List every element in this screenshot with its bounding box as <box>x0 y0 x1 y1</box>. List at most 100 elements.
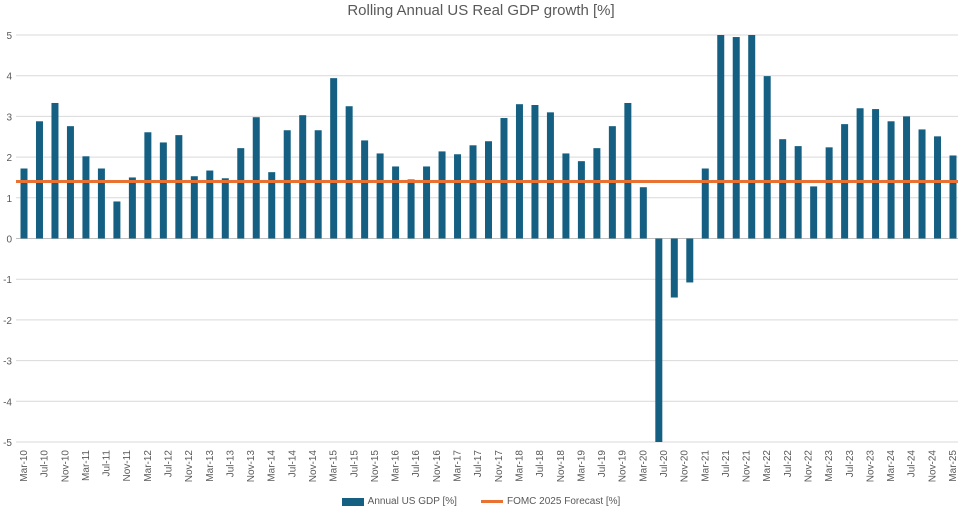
x-tick-label: Mar-18 <box>514 450 525 482</box>
bar <box>221 178 229 239</box>
x-tick-label: Nov-13 <box>246 450 257 483</box>
bar <box>825 147 833 239</box>
bar <box>546 112 554 239</box>
bar <box>624 102 632 239</box>
x-tick-label: Jul-14 <box>287 450 298 478</box>
y-tick-label: -5 <box>3 438 12 449</box>
bar <box>283 130 291 239</box>
chart-title: Rolling Annual US Real GDP growth [%] <box>347 2 615 19</box>
x-tick-label: Nov-12 <box>184 450 195 483</box>
x-tick-label: Nov-21 <box>742 450 753 483</box>
bar <box>407 179 415 239</box>
x-tick-label: Jul-15 <box>349 450 360 478</box>
legend-label-forecast: FOMC 2025 Forecast [%] <box>506 496 621 507</box>
legend-item-forecast: FOMC 2025 Forecast [%] <box>480 496 621 507</box>
bar <box>670 238 678 298</box>
bar <box>113 201 121 239</box>
legend-label-gdp: Annual US GDP [%] <box>367 496 457 507</box>
bar <box>454 154 462 239</box>
bar <box>949 155 957 239</box>
legend-item-gdp: Annual US GDP [%] <box>341 496 457 507</box>
bar <box>392 166 400 239</box>
y-tick-label: -2 <box>3 316 12 327</box>
bar <box>345 106 353 239</box>
bar <box>438 151 446 239</box>
x-tick-label: Jul-10 <box>40 450 51 478</box>
bar <box>515 104 523 239</box>
x-tick-label: Jul-22 <box>783 450 794 478</box>
bar <box>872 109 880 239</box>
x-tick-label: Mar-17 <box>453 450 464 482</box>
x-tick-label: Nov-23 <box>865 450 876 483</box>
bar <box>485 141 492 239</box>
bar <box>686 238 694 283</box>
y-tick-label: -1 <box>3 275 12 286</box>
y-tick-label: -3 <box>3 357 12 368</box>
y-tick-label: 5 <box>6 31 12 42</box>
x-tick-label: Mar-24 <box>886 450 897 482</box>
bar <box>887 121 895 239</box>
x-tick-label: Mar-21 <box>700 450 711 482</box>
bar <box>299 115 307 239</box>
x-tick-label: Mar-20 <box>638 450 649 482</box>
y-tick-label: 3 <box>6 112 12 123</box>
x-tick-label: Nov-20 <box>680 450 691 483</box>
bar <box>732 37 740 239</box>
bar <box>562 153 570 239</box>
x-tick-label: Mar-13 <box>205 450 216 482</box>
bar <box>268 172 276 239</box>
x-tick-label: Jul-24 <box>907 450 918 478</box>
bar <box>903 116 911 239</box>
x-tick-label: Nov-11 <box>122 450 133 482</box>
x-tick-label: Nov-19 <box>618 450 629 483</box>
y-tick-label: 4 <box>6 72 12 83</box>
bar <box>190 176 198 239</box>
bar <box>314 130 322 239</box>
x-tick-label: Mar-23 <box>824 450 835 482</box>
bar <box>51 102 59 239</box>
chart-plot: -5 -4 -3 -2 -1 0 1 2 3 4 5 Mar-10 Jul-10 Nov-10 Mar-11… <box>3 31 959 483</box>
bar <box>35 121 43 239</box>
bar <box>810 186 818 239</box>
x-tick-label: Nov-16 <box>432 450 443 483</box>
x-tick-label: Mar-19 <box>576 450 587 482</box>
bar <box>206 170 214 239</box>
x-tick-label: Nov-15 <box>370 450 381 483</box>
bar <box>748 35 756 239</box>
bar <box>639 187 647 239</box>
bar <box>376 153 384 239</box>
bar <box>128 177 136 239</box>
y-tick-label: 0 <box>6 235 12 246</box>
x-tick-label: Jul-12 <box>164 450 175 478</box>
x-tick-label: Mar-10 <box>19 450 30 482</box>
legend-swatch-line <box>480 500 503 503</box>
x-tick-label: Mar-14 <box>267 450 278 482</box>
bar <box>577 161 585 239</box>
bar <box>531 105 539 239</box>
bar <box>361 140 369 239</box>
legend-swatch-bar <box>341 497 364 506</box>
bar <box>794 146 802 239</box>
y-tick-label: 1 <box>6 194 12 205</box>
bar <box>330 78 338 239</box>
x-tick-label: Jul-11 <box>102 450 113 477</box>
x-tick-label: Jul-23 <box>845 450 856 478</box>
legend: Annual US GDP [%] FOMC 2025 Forecast [%] <box>0 496 962 507</box>
x-tick-label: Nov-10 <box>60 450 71 483</box>
bar <box>856 108 864 239</box>
x-tick-label: Mar-16 <box>391 450 402 482</box>
bar <box>175 135 183 239</box>
x-tick-label: Mar-11 <box>81 450 92 481</box>
x-tick-label: Jul-19 <box>597 450 608 478</box>
bar <box>97 168 105 239</box>
bar <box>20 168 28 239</box>
bar <box>593 148 601 239</box>
x-tick-label: Mar-15 <box>329 450 340 482</box>
bar <box>500 118 508 239</box>
x-tick-label: Mar-22 <box>762 450 773 482</box>
bar <box>763 76 771 239</box>
bar <box>252 117 260 239</box>
bar <box>701 168 709 239</box>
x-tick-label: Nov-18 <box>556 450 567 483</box>
bar <box>423 166 431 239</box>
